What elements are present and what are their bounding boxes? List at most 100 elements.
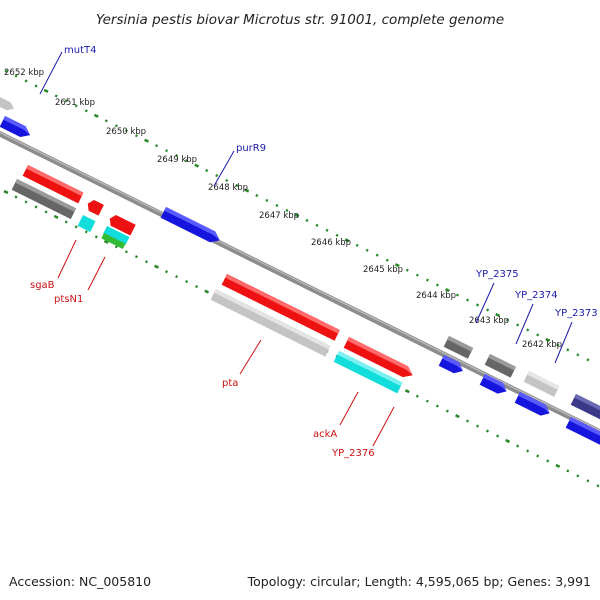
gene-arrow-ackA-red[interactable] xyxy=(343,337,416,381)
outer-ring-tick xyxy=(104,119,108,123)
outer-ring-tick xyxy=(54,94,58,98)
position-label-2643: 2643 kbp xyxy=(469,316,509,326)
outer-ring-tick xyxy=(124,129,128,133)
inner-ring-tick xyxy=(485,429,490,433)
inner-ring-tick xyxy=(14,195,18,199)
gene-arrow-red-small[interactable] xyxy=(85,198,104,216)
outer-ring-tick xyxy=(235,183,239,188)
outer-ring-tick xyxy=(43,88,49,93)
outer-ring-tick xyxy=(506,318,510,322)
position-label-2644: 2644 kbp xyxy=(416,291,456,301)
gene-arrow-ptsN1[interactable] xyxy=(102,226,130,246)
outer-ring-tick xyxy=(84,109,88,113)
gene-label-YP_2375[interactable]: YP_2375 xyxy=(475,269,519,280)
gene-arrow-sgaB-red[interactable] xyxy=(22,165,84,204)
outer-ring-tick xyxy=(425,278,429,282)
position-label-2647: 2647 kbp xyxy=(259,211,299,221)
gene-arrow-fwd-edge-2[interactable] xyxy=(565,417,600,446)
outer-ring-tick xyxy=(144,138,149,143)
gene-label-YP_2373[interactable]: YP_2373 xyxy=(554,308,598,319)
outer-ring-tick xyxy=(165,149,169,153)
gene-label-purR9[interactable]: purR9 xyxy=(236,143,266,154)
inner-ring-tick xyxy=(134,255,138,259)
gene-label-sgaB[interactable]: sgaB xyxy=(30,280,55,291)
label-leader-lines xyxy=(39,51,573,447)
outer-ring-tick xyxy=(466,298,469,302)
inner-ring-tick xyxy=(496,434,500,438)
outer-ring-tick xyxy=(495,312,501,318)
inner-ring-tick xyxy=(415,394,419,398)
inner-ring-tick xyxy=(154,264,159,269)
outer-ring-tick xyxy=(255,193,259,198)
inner-ring-tick xyxy=(24,200,28,204)
inner-ring-tick xyxy=(185,280,189,284)
gene-arrow-YP_2373[interactable] xyxy=(523,371,560,397)
gene-arrow-sgaB-gray[interactable] xyxy=(11,179,77,220)
gene-arrow-fwd-small-3[interactable] xyxy=(514,392,553,419)
gene-arrow-YP_2374[interactable] xyxy=(484,354,516,378)
gene-arrow-fwd-small-2[interactable] xyxy=(479,374,510,397)
outer-ring-tick xyxy=(566,348,570,352)
inner-ring-tick xyxy=(175,275,179,279)
gene-arrow-ptsN1-cyan[interactable] xyxy=(77,215,96,232)
gene-arrow-mutT4[interactable] xyxy=(0,116,33,141)
forward-strand-features xyxy=(0,96,600,446)
inner-ring-tick xyxy=(404,389,410,394)
position-labels: 2652 kbp 2651 kbp 2650 kbp 2649 kbp 2648… xyxy=(4,68,562,350)
inner-ring-tick xyxy=(94,235,98,239)
inner-ring-tick xyxy=(144,260,148,264)
position-label-2642: 2642 kbp xyxy=(522,340,562,350)
position-label-2652: 2652 kbp xyxy=(4,68,44,78)
accession-text: Accession: NC_005810 xyxy=(9,574,151,589)
outer-ring-tick xyxy=(215,174,219,178)
outer-ring-tick xyxy=(576,353,580,357)
inner-ring-tick xyxy=(465,419,470,423)
outer-ring-tick xyxy=(305,218,309,222)
gene-arrow-fwd-edge[interactable] xyxy=(570,394,600,423)
gene-arrow-pta-red[interactable] xyxy=(221,274,340,341)
outer-ring-tick xyxy=(355,243,359,247)
outer-ring-tick xyxy=(275,203,279,207)
gene-label-pta[interactable]: pta xyxy=(222,378,238,389)
outer-ring-tick xyxy=(486,308,490,312)
gene-arrow-purR9[interactable] xyxy=(160,207,223,246)
position-label-2651: 2651 kbp xyxy=(55,98,95,108)
gene-arrow-ptsN1-red[interactable] xyxy=(107,213,136,236)
inner-ring-tick xyxy=(435,404,439,408)
outer-ring-tick xyxy=(536,333,540,337)
gene-label-mutT4[interactable]: mutT4 xyxy=(64,45,96,56)
outer-ring-tick xyxy=(114,124,118,128)
outer-ring-tick xyxy=(586,358,590,362)
inner-ring-tick xyxy=(476,424,479,428)
gene-arrow-fwd-small-1[interactable] xyxy=(438,355,466,376)
inner-ring-tick xyxy=(195,285,199,289)
genome-backbone xyxy=(0,130,600,436)
gene-labels: mutT4 purR9 YP_2375 YP_2374 YP_2373 sgaB… xyxy=(30,45,598,459)
gene-label-YP_2374[interactable]: YP_2374 xyxy=(514,290,558,301)
gene-arrow-pta[interactable] xyxy=(210,289,331,357)
inner-ring-tick xyxy=(455,414,460,419)
gene-arrow-YP_2375[interactable] xyxy=(443,336,474,359)
gene-label-YP_2376[interactable]: YP_2376 xyxy=(331,448,375,459)
inner-ring-tick xyxy=(34,205,38,209)
gene-label-ackA[interactable]: ackA xyxy=(313,429,337,440)
inner-ring-tick xyxy=(44,210,48,214)
inner-ring-tick xyxy=(64,220,68,224)
summary-text: Topology: circular; Length: 4,595,065 bp… xyxy=(247,574,591,589)
inner-ring-tick xyxy=(586,479,590,483)
inner-ring-tick xyxy=(566,469,570,473)
reverse-strand-features xyxy=(11,165,416,394)
gene-label-ptsN1[interactable]: ptsN1 xyxy=(54,294,83,305)
gene-arrow-ackA[interactable] xyxy=(333,351,403,394)
outer-ring-tick xyxy=(64,99,68,103)
outer-ring-tick xyxy=(34,84,38,88)
outer-ring-tick xyxy=(335,233,339,237)
outer-ring-tick xyxy=(445,288,450,293)
inner-ring-tick xyxy=(114,245,118,249)
gene-arrow-fwd-partial[interactable] xyxy=(0,96,16,113)
outer-ring-tick xyxy=(265,198,269,202)
gene-arrow-ptsN1-green[interactable] xyxy=(101,233,126,250)
outer-ring-tick xyxy=(415,273,419,277)
outer-tick-ring xyxy=(4,69,590,362)
